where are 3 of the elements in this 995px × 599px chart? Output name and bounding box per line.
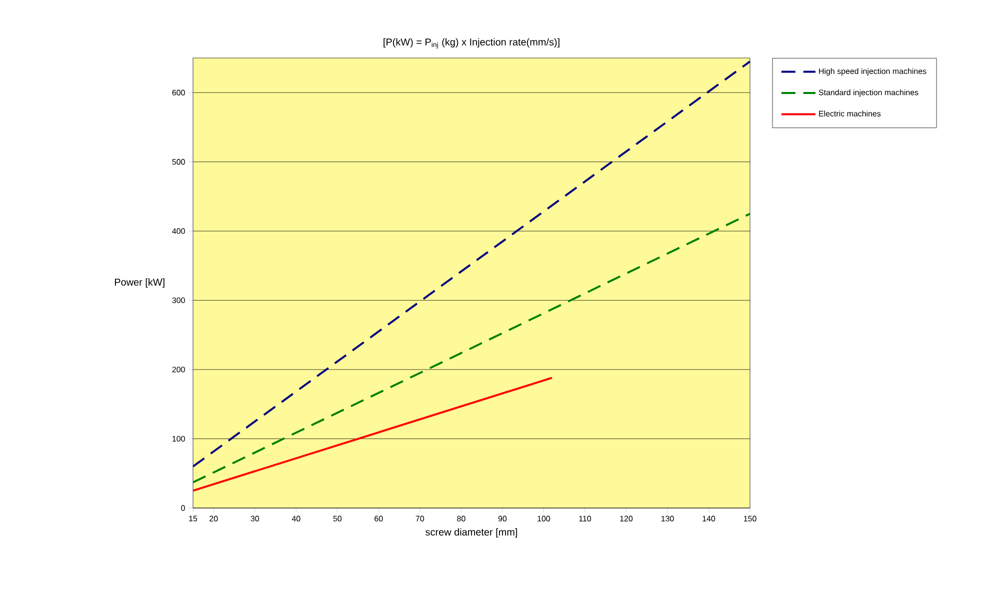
y-axis-title: Power [kW] bbox=[114, 278, 164, 288]
chart-title: [P(kW) = P$_{inj}$ (kg) x Injection rate(mm/s)] bbox=[384, 38, 560, 49]
x-axis-title: screw diameter [mm] bbox=[426, 528, 518, 538]
